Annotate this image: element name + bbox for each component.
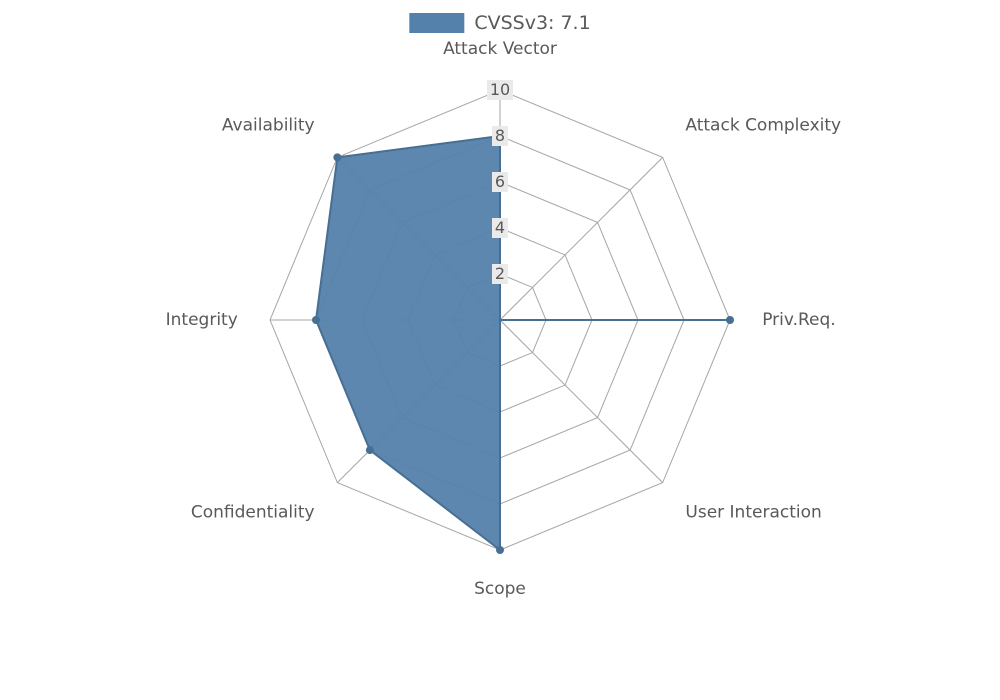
axis-label-user_interaction: User Interaction	[685, 502, 821, 522]
tick-label: 2	[495, 264, 505, 283]
axis-label-scope: Scope	[474, 579, 526, 599]
axis-label-priv_req: Priv.Req.	[762, 310, 836, 330]
tick-label: 10	[490, 80, 510, 99]
series-point	[312, 316, 320, 324]
legend-label: CVSSv3: 7.1	[474, 12, 590, 34]
series-point	[496, 546, 504, 554]
tick-label: 4	[495, 218, 505, 237]
series-point	[333, 153, 341, 161]
cvss-radar-chart: { "chart": { "type": "radar", "width": 1…	[0, 0, 1000, 700]
axis-label-confidentiality: Confidentiality	[191, 502, 315, 522]
tick-label: 8	[495, 126, 505, 145]
legend: CVSSv3: 7.1	[409, 12, 590, 34]
axis-label-integrity: Integrity	[166, 310, 238, 330]
axis-label-attack_complexity: Attack Complexity	[685, 116, 841, 136]
tick-label: 6	[495, 172, 505, 191]
legend-swatch	[409, 13, 464, 33]
axis-label-attack_vector: Attack Vector	[443, 39, 557, 59]
axis-label-availability: Availability	[222, 116, 315, 136]
series-point	[366, 446, 374, 454]
series-point	[726, 316, 734, 324]
radar-svg: 2 4 6 8 10 Attack Vector Attack Complexity Pri…	[0, 0, 1000, 700]
